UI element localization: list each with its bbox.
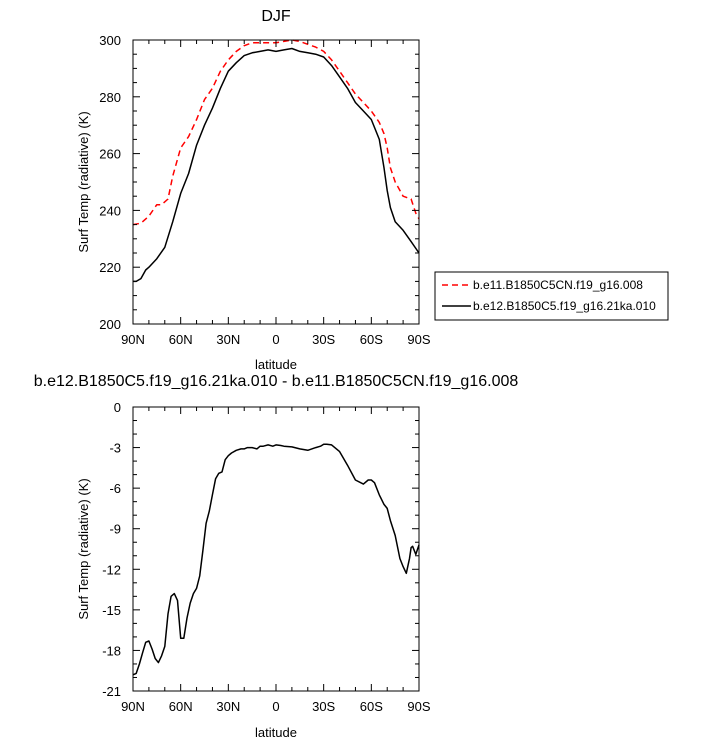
x-tick-label: 60S bbox=[360, 699, 383, 714]
x-tick-label: 30S bbox=[312, 332, 335, 347]
y-tick-label: -21 bbox=[102, 684, 121, 699]
y-tick-label: -3 bbox=[109, 441, 121, 456]
top-x-ticks: 90N 60N 30N 0 30S 60S 90S bbox=[121, 40, 431, 347]
x-tick-label: 90N bbox=[121, 332, 145, 347]
x-tick-label: 90S bbox=[407, 332, 430, 347]
legend-label-control: b.e11.B1850C5CN.f19_g16.008 bbox=[473, 278, 643, 292]
legend-label-lgm: b.e12.B1850C5.f19_g16.21ka.010 bbox=[473, 299, 656, 313]
y-tick-label: 240 bbox=[99, 203, 121, 218]
x-tick-label: 60S bbox=[360, 332, 383, 347]
bottom-panel: b.e12.B1850C5.f19_g16.21ka.010 - b.e11.B… bbox=[34, 373, 519, 740]
x-tick-label: 90N bbox=[121, 699, 145, 714]
legend-box bbox=[434, 271, 669, 321]
x-tick-label: 30N bbox=[216, 699, 240, 714]
x-tick-label: 30N bbox=[216, 332, 240, 347]
y-tick-label: 260 bbox=[99, 147, 121, 162]
y-tick-label: 0 bbox=[114, 400, 121, 415]
bottom-y-axis-label: Surf Temp (radiative) (K) bbox=[76, 478, 91, 619]
bottom-x-axis-label: latitude bbox=[255, 725, 297, 740]
top-series-group bbox=[132, 39, 420, 283]
x-tick-label: 90S bbox=[407, 699, 430, 714]
top-y-axis-label: Surf Temp (radiative) (K) bbox=[76, 111, 91, 252]
y-tick-label: -9 bbox=[109, 522, 121, 537]
x-tick-label: 60N bbox=[169, 332, 193, 347]
bottom-y-ticks: 0 -3 -6 -9 -12 -15 -18 -21 bbox=[102, 400, 419, 699]
top-series-line-1 bbox=[133, 47, 420, 283]
bottom-chart-title: b.e12.B1850C5.f19_g16.21ka.010 - b.e11.B… bbox=[34, 373, 519, 390]
y-tick-label: -15 bbox=[102, 603, 121, 618]
bottom-plot-frame bbox=[132, 406, 420, 692]
bottom-x-ticks: 90N 60N 30N 0 30S 60S 90S bbox=[121, 407, 431, 714]
y-tick-label: -12 bbox=[102, 562, 121, 577]
x-tick-label: 30S bbox=[312, 699, 335, 714]
y-tick-label: 280 bbox=[99, 90, 121, 105]
top-series-line-0 bbox=[132, 39, 420, 226]
bottom-series-group bbox=[132, 443, 420, 676]
x-tick-label: 0 bbox=[272, 332, 279, 347]
x-tick-label: 0 bbox=[272, 699, 279, 714]
top-y-ticks: 200 220 240 260 280 300 bbox=[99, 33, 419, 332]
y-tick-label: 200 bbox=[99, 317, 121, 332]
top-plot-frame bbox=[132, 39, 420, 325]
x-tick-label: 60N bbox=[169, 699, 193, 714]
y-tick-label: 220 bbox=[99, 260, 121, 275]
bottom-series-line-0 bbox=[132, 443, 420, 676]
top-panel: DJF 90N 60N 30N 0 30S 60S 90S 200 220 240 260 280 3… bbox=[76, 8, 669, 372]
y-tick-label: -6 bbox=[109, 481, 121, 496]
top-x-axis-label: latitude bbox=[255, 357, 297, 372]
y-tick-label: 300 bbox=[99, 33, 121, 48]
legend: b.e11.B1850C5CN.f19_g16.008 b.e12.B1850C… bbox=[434, 271, 669, 321]
top-chart-title: DJF bbox=[261, 8, 291, 25]
y-tick-label: -18 bbox=[102, 643, 121, 658]
